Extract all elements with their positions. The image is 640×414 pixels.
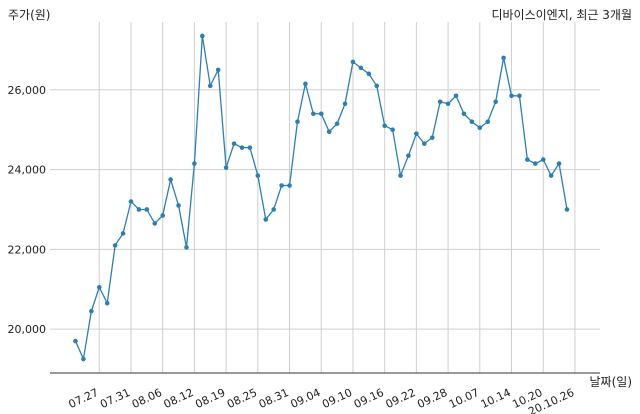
data-point bbox=[334, 121, 340, 127]
data-point bbox=[263, 217, 269, 222]
y-tick-label: 26,000 bbox=[8, 84, 47, 97]
data-point bbox=[382, 123, 387, 129]
data-point bbox=[176, 203, 181, 208]
data-point bbox=[358, 65, 364, 71]
x-tick-label: 07.31 bbox=[98, 386, 132, 411]
data-point bbox=[152, 221, 158, 226]
data-point bbox=[548, 173, 554, 178]
data-point bbox=[200, 33, 205, 39]
data-point bbox=[207, 83, 213, 89]
x-tick-label: 09.10 bbox=[320, 386, 354, 411]
data-point bbox=[112, 243, 118, 248]
data-point bbox=[366, 71, 372, 77]
x-tick-labels: 07.2707.3108.0608.1208.1908.2508.3109.04… bbox=[67, 386, 577, 414]
chart-title: 디바이스이엔지, 최근 3개월 bbox=[491, 8, 632, 22]
data-point bbox=[398, 173, 403, 178]
data-point bbox=[120, 231, 126, 236]
grid-lines bbox=[50, 22, 600, 373]
data-point bbox=[104, 300, 110, 306]
x-tick-label: 08.19 bbox=[193, 386, 227, 411]
data-point bbox=[461, 111, 467, 117]
y-tick-label: 24,000 bbox=[8, 164, 47, 177]
data-point bbox=[453, 93, 459, 99]
data-point bbox=[231, 141, 237, 146]
x-tick-label: 09.04 bbox=[288, 386, 322, 411]
x-tick-label: 10.07 bbox=[447, 386, 481, 411]
x-tick-label: 07.27 bbox=[67, 386, 101, 411]
data-point bbox=[517, 93, 522, 99]
data-point bbox=[128, 199, 134, 204]
data-point bbox=[311, 111, 316, 117]
x-tick-label: 08.06 bbox=[130, 386, 164, 411]
price-series bbox=[73, 33, 570, 362]
data-point bbox=[540, 157, 546, 162]
data-point bbox=[271, 207, 276, 212]
data-point bbox=[445, 101, 451, 107]
data-point bbox=[390, 127, 395, 132]
data-point bbox=[342, 101, 348, 107]
data-point bbox=[485, 119, 491, 125]
y-tick-labels: 20,000 22,000 24,000 26,000 bbox=[8, 84, 47, 336]
data-point bbox=[525, 157, 530, 162]
data-point bbox=[168, 177, 173, 182]
data-point bbox=[493, 99, 498, 105]
data-point bbox=[414, 131, 419, 136]
data-point bbox=[192, 161, 197, 166]
data-point bbox=[73, 338, 78, 344]
data-point bbox=[136, 207, 142, 212]
data-point bbox=[406, 153, 411, 158]
data-point bbox=[247, 145, 253, 150]
x-tick-label: 08.12 bbox=[162, 386, 196, 411]
data-point bbox=[215, 67, 221, 73]
data-point bbox=[160, 213, 166, 218]
data-point bbox=[255, 173, 261, 178]
x-tick-label: 09.22 bbox=[384, 386, 418, 411]
data-point bbox=[509, 93, 514, 99]
data-point bbox=[239, 145, 245, 150]
y-axis-label: 주가(원) bbox=[8, 8, 50, 22]
data-point bbox=[374, 83, 380, 89]
data-point bbox=[303, 81, 308, 87]
data-point bbox=[477, 125, 483, 130]
data-point bbox=[318, 111, 324, 117]
data-point bbox=[287, 183, 292, 188]
data-point bbox=[564, 207, 570, 212]
data-point bbox=[501, 55, 506, 61]
y-tick-label: 22,000 bbox=[8, 243, 47, 256]
x-tick-label: 09.28 bbox=[415, 386, 449, 411]
x-tick-label: 10.14 bbox=[479, 386, 513, 411]
x-axis-label: 날짜(일) bbox=[590, 375, 632, 389]
data-point bbox=[469, 119, 475, 125]
data-point bbox=[96, 284, 102, 290]
data-point bbox=[144, 207, 150, 212]
data-point bbox=[295, 119, 300, 125]
x-tick-label: 09.16 bbox=[352, 386, 386, 411]
data-point bbox=[429, 135, 435, 140]
data-point bbox=[326, 129, 332, 134]
data-point bbox=[223, 165, 229, 170]
data-point bbox=[556, 161, 562, 166]
data-point bbox=[81, 356, 86, 362]
data-point bbox=[89, 308, 94, 314]
y-tick-label: 20,000 bbox=[8, 323, 47, 336]
x-tick-label: 08.25 bbox=[225, 386, 259, 411]
data-point bbox=[279, 183, 284, 188]
x-tick-label: 08.31 bbox=[257, 386, 291, 411]
data-point bbox=[532, 161, 538, 166]
data-point bbox=[184, 245, 189, 250]
data-point bbox=[350, 59, 356, 65]
data-point bbox=[437, 99, 443, 105]
data-point bbox=[422, 141, 427, 146]
